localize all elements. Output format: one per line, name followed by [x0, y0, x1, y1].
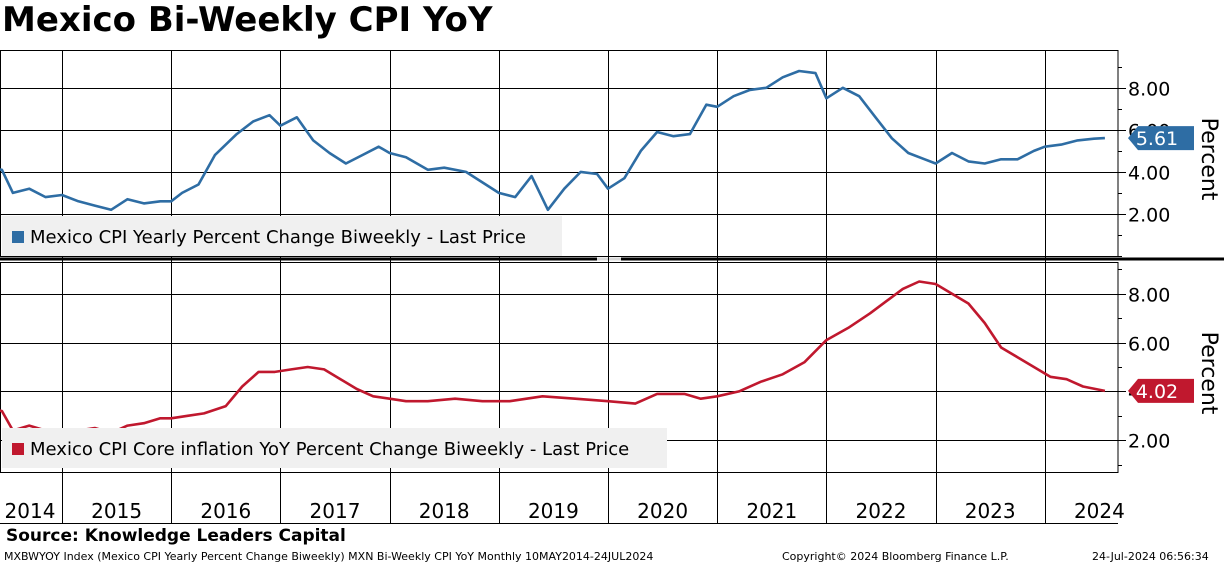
core-cpi-line	[0, 280, 1106, 435]
y-tick-label: 8.00	[1128, 79, 1170, 101]
panel-frame-1	[0, 50, 1119, 257]
x-tick-label: 2022	[856, 499, 907, 523]
x-tick-label: 2014	[5, 499, 56, 523]
legend-box	[2, 216, 562, 256]
y-tick-label: 2.00	[1128, 205, 1170, 227]
y-tick-label: 8.00	[1128, 285, 1170, 307]
y-axis-title: Percent	[1196, 332, 1221, 415]
legend-box	[2, 428, 667, 468]
x-tick-label: 2015	[91, 499, 142, 523]
x-tick-label: 2016	[200, 499, 251, 523]
x-tick-label: 2024	[1074, 499, 1125, 523]
x-tick-label: 2020	[637, 499, 688, 523]
footer-ticker-info: MXBWYOY Index (Mexico CPI Yearly Percent…	[4, 550, 654, 563]
legend-label: Mexico CPI Core inflation YoY Percent Ch…	[30, 439, 629, 460]
y-axis-title: Percent	[1196, 118, 1221, 201]
x-tick-label: 2017	[310, 499, 361, 523]
legend-swatch	[12, 443, 24, 455]
x-tick-label: 2021	[746, 499, 797, 523]
y-tick-label: 4.00	[1128, 163, 1170, 185]
last-value-label: 4.02	[1136, 381, 1178, 403]
footer-timestamp: 24-Jul-2024 06:56:34	[1092, 550, 1209, 563]
headline-cpi-line	[0, 69, 1105, 212]
chart-title: Mexico Bi-Weekly CPI YoY	[2, 0, 493, 40]
last-value-label: 5.61	[1136, 128, 1178, 150]
legend-label: Mexico CPI Yearly Percent Change Biweekl…	[30, 227, 526, 248]
last-value-tag	[1128, 126, 1194, 151]
footer-copyright: Copyright© 2024 Bloomberg Finance L.P.	[782, 550, 1009, 563]
legend-swatch	[12, 231, 24, 243]
source-note: Source: Knowledge Leaders Capital	[6, 526, 346, 546]
x-tick-label: 2023	[965, 499, 1016, 523]
y-tick-label: 6.00	[1128, 334, 1170, 356]
y-tick-label: 2.00	[1128, 431, 1170, 453]
x-tick-label: 2019	[528, 499, 579, 523]
x-tick-label: 2018	[419, 499, 470, 523]
last-value-tag	[1128, 378, 1194, 403]
